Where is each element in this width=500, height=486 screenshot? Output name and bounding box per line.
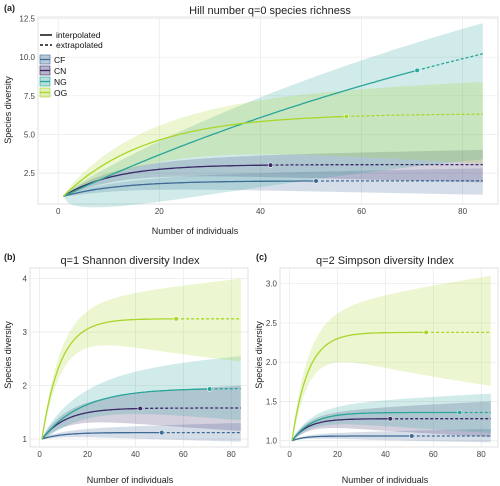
- panel-a-xtick-label: 40: [256, 207, 265, 216]
- panel-b-xtick-label: 20: [83, 450, 92, 459]
- panel-b-point-cf: [159, 429, 165, 436]
- panel-a-band-cn: [63, 149, 483, 197]
- panel-c-xtick-label: 60: [429, 450, 438, 459]
- panel-c-xtick-label: 0: [287, 450, 292, 459]
- panel-c-line-og-interpolated: [291, 331, 427, 441]
- panel-b-ytick-label: 2: [23, 382, 28, 391]
- panel-c-point-og: [423, 329, 429, 336]
- panel-b-label: (b): [4, 252, 16, 262]
- panel-a-xtick-label: 80: [458, 207, 467, 216]
- panel-b-ylabel: Species diversity: [3, 321, 13, 389]
- panel-c-ytick-label: 1.0: [266, 437, 278, 446]
- panel-c-xtick-label: 20: [333, 450, 342, 459]
- panel-a-ytick-label: 10.0: [19, 53, 35, 62]
- panel-a-ytick-label: 12.5: [19, 15, 35, 24]
- legend-label-ng: NG: [54, 77, 67, 87]
- panel-a-xtick-label: 60: [357, 207, 366, 216]
- panel-b-point-ng: [207, 386, 213, 392]
- panel-c-ytick-label: 3.0: [266, 280, 278, 289]
- panel-c-title: q=2 Simpson diversity Index: [316, 255, 454, 267]
- panel-a-point-ng: [414, 67, 420, 73]
- panel-a-point-cn: [267, 162, 274, 168]
- panel-b-line-cn-interpolated: [41, 407, 141, 440]
- panel-c-line-cn-interpolated: [291, 418, 391, 442]
- legend-label-og: OG: [54, 88, 67, 98]
- panel-a-ytick-label: 7.5: [24, 92, 36, 101]
- panel-a-line-cn-extrapolated: [270, 163, 483, 166]
- panel-c-ylabel: Species diversity: [254, 321, 264, 389]
- panel-b-point-cn: [137, 405, 143, 412]
- panel-a-line-ng-extrapolated: [416, 53, 483, 72]
- panel-b-xlabel: Number of individuals: [87, 475, 174, 485]
- panel-c-plot: 0 20 40 60 80 1.0 1.5 2.0 2.5 3.0: [266, 267, 499, 459]
- panel-c-point-ng: [457, 409, 463, 416]
- panel-c-ytick-label: 1.5: [266, 397, 278, 406]
- panel-c-xlabel: Number of individuals: [342, 475, 429, 485]
- panel-c-point-cf: [409, 433, 415, 439]
- panel-b-band-cn: [42, 385, 241, 439]
- panel-a-ytick-label: 2.5: [24, 169, 36, 178]
- panel-c-ytick-label: 2.5: [266, 319, 278, 328]
- panel-c-band-og: [292, 275, 491, 441]
- panel-b-xtick-label: 40: [131, 450, 140, 459]
- panel-b-line-cn-extrapolated: [140, 407, 241, 410]
- panel-a-line-og-extrapolated: [346, 113, 483, 118]
- panel-c-xtick-label: 80: [477, 450, 486, 459]
- panel-c-point-cn: [387, 416, 393, 422]
- panel-c-line-cf-interpolated: [291, 435, 412, 442]
- panel-c-line-ng-interpolated: [291, 411, 460, 442]
- panel-b-plot: 0 20 40 60 80 1 2 3 4: [23, 267, 249, 459]
- panel-a-point-og: [343, 113, 349, 120]
- panel-b-ytick-label: 4: [23, 275, 28, 284]
- panel-c-xtick-label: 40: [381, 450, 390, 459]
- panel-b-title: q=1 Shannon diversity Index: [60, 255, 200, 267]
- panel-b-xtick-label: 60: [179, 450, 188, 459]
- panel-a-line-ng-interpolated: [63, 69, 418, 197]
- panel-b-ytick-label: 3: [23, 328, 28, 337]
- panel-b-line-cf-interpolated: [41, 431, 162, 440]
- legend-interpolated: interpolated: [56, 30, 101, 40]
- panel-b-band-ng: [42, 356, 241, 439]
- panel-a-xtick-label: 20: [155, 207, 164, 216]
- panel-a-band-ng: [63, 23, 483, 208]
- panel-a-label: (a): [4, 3, 15, 13]
- panel-b-line-ng-interpolated: [41, 388, 210, 440]
- legend-label-cn: CN: [54, 66, 66, 76]
- panel-c-label: (c): [256, 252, 267, 262]
- panel-c-band-cn: [292, 401, 491, 441]
- panel-a-band-cf: [63, 168, 483, 197]
- panel-b-xtick-label: 80: [227, 450, 236, 459]
- panel-b-ytick-label: 1: [23, 435, 28, 444]
- panel-a-ylabel: Species diversity: [3, 76, 13, 144]
- panel-a-xtick-label: 0: [56, 207, 61, 216]
- panel-b-xtick-label: 0: [37, 450, 42, 459]
- panel-b-background: [29, 267, 249, 448]
- panel-a-point-cf: [313, 178, 319, 184]
- panel-a-band-og: [63, 81, 483, 197]
- legend-extrapolated: extrapolated: [56, 40, 103, 50]
- panel-b-line-og-interpolated: [41, 318, 177, 440]
- legend-label-cf: CF: [54, 55, 65, 65]
- panel-a-ytick-label: 5.0: [24, 130, 36, 139]
- panel-c-ytick-label: 2.0: [266, 358, 278, 367]
- panel-a-line-cf-interpolated: [63, 180, 316, 197]
- panel-a-xlabel: Number of individuals: [152, 226, 239, 236]
- panel-a-line-og-interpolated: [62, 115, 347, 197]
- panel-a-title: Hill number q=0 species richness: [189, 5, 351, 17]
- panel-a-plot: 0 20 40 60 80 2.5 5.0 7.5 10.0 12.5: [19, 15, 499, 216]
- panel-b-point-og: [173, 316, 179, 322]
